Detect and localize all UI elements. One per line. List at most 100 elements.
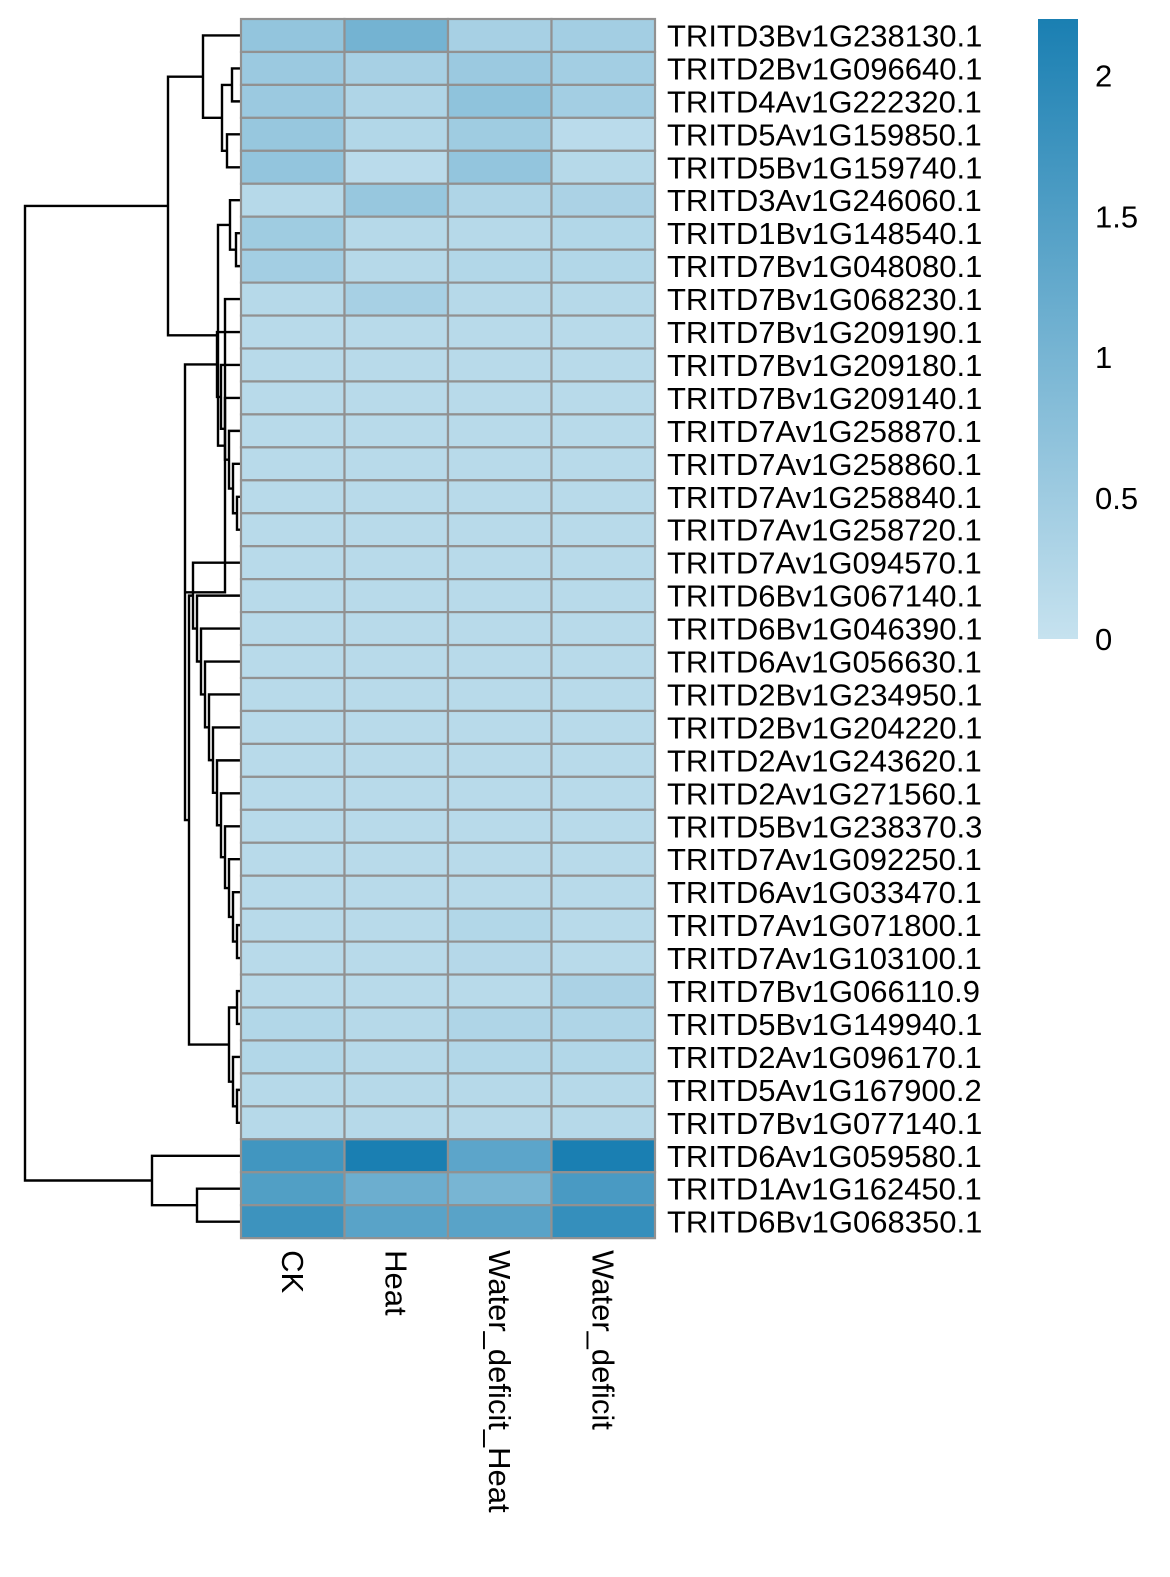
heatmap-cell — [550, 1105, 657, 1141]
heatmap-cell — [446, 907, 553, 943]
heatmap-cell — [343, 83, 450, 119]
heatmap-cell — [446, 643, 553, 680]
row-label: TRITD7Bv1G209190.1 — [667, 315, 982, 350]
heatmap-cell — [446, 149, 553, 185]
row-label: TRITD1Av1G162450.1 — [667, 1172, 982, 1207]
heatmap-cell — [239, 215, 346, 251]
heatmap-cell — [343, 1006, 450, 1042]
heatmap-cell — [343, 578, 450, 614]
row-labels: TRITD3Bv1G238130.1TRITD2Bv1G096640.1TRIT… — [667, 18, 982, 1239]
row-label: TRITD7Av1G103100.1 — [667, 941, 982, 976]
heatmap-cell — [550, 512, 657, 548]
heatmap-cell — [446, 578, 553, 614]
heatmap-cell — [550, 149, 657, 185]
heatmap-cell — [550, 83, 657, 119]
heatmap-cell — [550, 1039, 657, 1075]
column-label: Heat — [378, 1250, 413, 1316]
heatmap-cell — [239, 1138, 346, 1174]
row-label: TRITD7Av1G258720.1 — [667, 513, 982, 548]
heatmap-cell — [343, 1171, 450, 1207]
column-label: Water_deficit_Heat — [482, 1250, 517, 1513]
heatmap-cell — [239, 545, 346, 581]
heatmap-cell — [446, 841, 553, 877]
heatmap-cell — [550, 808, 657, 844]
heatmap-cell — [239, 446, 346, 482]
heatmap-cell — [446, 17, 553, 54]
row-label: TRITD2Av1G271560.1 — [667, 776, 982, 811]
heatmap-cell — [446, 413, 553, 449]
heatmap-cell — [446, 874, 553, 910]
colorbar-tick-label: 1.5 — [1095, 199, 1138, 234]
heatmap-cell — [550, 248, 657, 284]
heatmap-cell — [550, 380, 657, 416]
heatmap-cell — [239, 775, 346, 811]
heatmap-cell — [446, 50, 553, 87]
colorbar-tick-label: 0.5 — [1095, 481, 1138, 516]
heatmap-cell — [446, 775, 553, 811]
dendrogram-branch — [187, 594, 229, 1046]
heatmap-cell — [446, 1105, 553, 1141]
row-label: TRITD5Bv1G238370.3 — [667, 809, 982, 844]
heatmap-cell — [343, 512, 450, 548]
heatmap-cell — [343, 116, 450, 152]
row-label: TRITD7Bv1G048080.1 — [667, 249, 982, 284]
heatmap-cell — [343, 874, 450, 910]
heatmap-cell — [343, 248, 450, 284]
heatmap-cell — [239, 248, 346, 284]
heatmap-cell — [343, 1039, 450, 1075]
heatmap-cell — [239, 512, 346, 548]
row-label: TRITD7Bv1G077140.1 — [667, 1106, 982, 1141]
heatmap-cell — [343, 17, 450, 54]
heatmap-cell — [343, 314, 450, 350]
row-label: TRITD7Bv1G209140.1 — [667, 381, 982, 416]
heatmap-cell — [343, 413, 450, 449]
row-label: TRITD7Av1G258840.1 — [667, 480, 982, 515]
heatmap-cell — [550, 841, 657, 877]
heatmap-cell — [343, 907, 450, 943]
row-label: TRITD7Bv1G209180.1 — [667, 348, 982, 383]
dendrogram-branch — [185, 297, 241, 594]
row-label: TRITD6Bv1G046390.1 — [667, 612, 982, 647]
row-label: TRITD5Av1G159850.1 — [667, 117, 982, 152]
heatmap-cell — [550, 610, 657, 647]
row-label: TRITD6Av1G033470.1 — [667, 875, 982, 910]
heatmap-cell — [239, 149, 346, 185]
row-label: TRITD7Bv1G066110.9 — [667, 974, 980, 1009]
heatmap-cell — [446, 347, 553, 383]
heatmap-cell — [446, 215, 553, 251]
heatmap-cell — [343, 1072, 450, 1108]
colorbar-tick-label: 2 — [1095, 58, 1112, 93]
row-label: TRITD5Bv1G149940.1 — [667, 1007, 982, 1042]
heatmap-cell — [239, 610, 346, 647]
heatmap-cell — [550, 413, 657, 449]
heatmap-cell — [239, 1204, 346, 1240]
heatmap-cell — [446, 281, 553, 317]
heatmap-cell — [550, 1171, 657, 1207]
heatmap-cell — [239, 182, 346, 218]
heatmap-cell — [343, 1204, 450, 1240]
heatmap-cell — [343, 149, 450, 185]
heatmap-cell — [550, 1138, 657, 1174]
heatmap-cell — [550, 578, 657, 614]
column-label: CK — [275, 1250, 310, 1293]
heatmap-cell — [550, 709, 657, 746]
row-label: TRITD7Av1G071800.1 — [667, 908, 982, 943]
dendrogram-branch — [227, 858, 241, 919]
colorbar-tick-label: 1 — [1095, 340, 1112, 375]
dendrogram-branch — [227, 429, 241, 490]
dendrogram-branch — [223, 396, 241, 461]
row-label: TRITD2Av1G096170.1 — [667, 1040, 982, 1075]
row-label: TRITD3Bv1G238130.1 — [667, 18, 982, 53]
heatmap-cell — [446, 973, 553, 1009]
dendrogram-branch — [223, 825, 241, 890]
heatmap-cell — [550, 182, 657, 218]
heatmap-cell — [239, 578, 346, 614]
heatmap-cell — [446, 314, 553, 350]
heatmap-cell — [550, 676, 657, 713]
heatmap-cell — [550, 479, 657, 515]
row-label: TRITD6Av1G059580.1 — [667, 1139, 982, 1174]
dendrogram-branch — [166, 75, 218, 337]
heatmap-cell — [239, 709, 346, 746]
heatmap-cell — [343, 380, 450, 416]
